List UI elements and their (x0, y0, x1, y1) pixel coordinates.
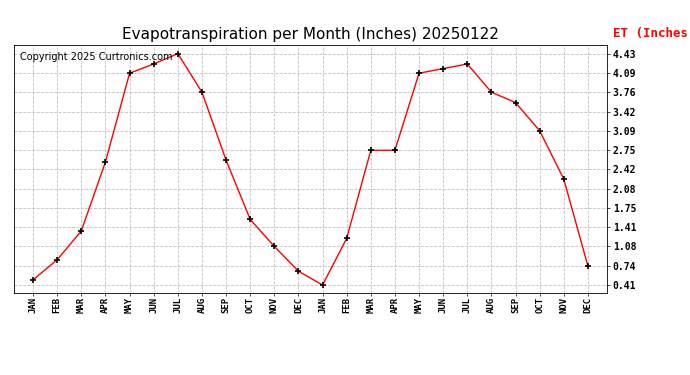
Title: Evapotranspiration per Month (Inches) 20250122: Evapotranspiration per Month (Inches) 20… (122, 27, 499, 42)
Text: Copyright 2025 Curtronics.com: Copyright 2025 Curtronics.com (20, 53, 172, 62)
Text: ET (Inches): ET (Inches) (613, 27, 690, 40)
